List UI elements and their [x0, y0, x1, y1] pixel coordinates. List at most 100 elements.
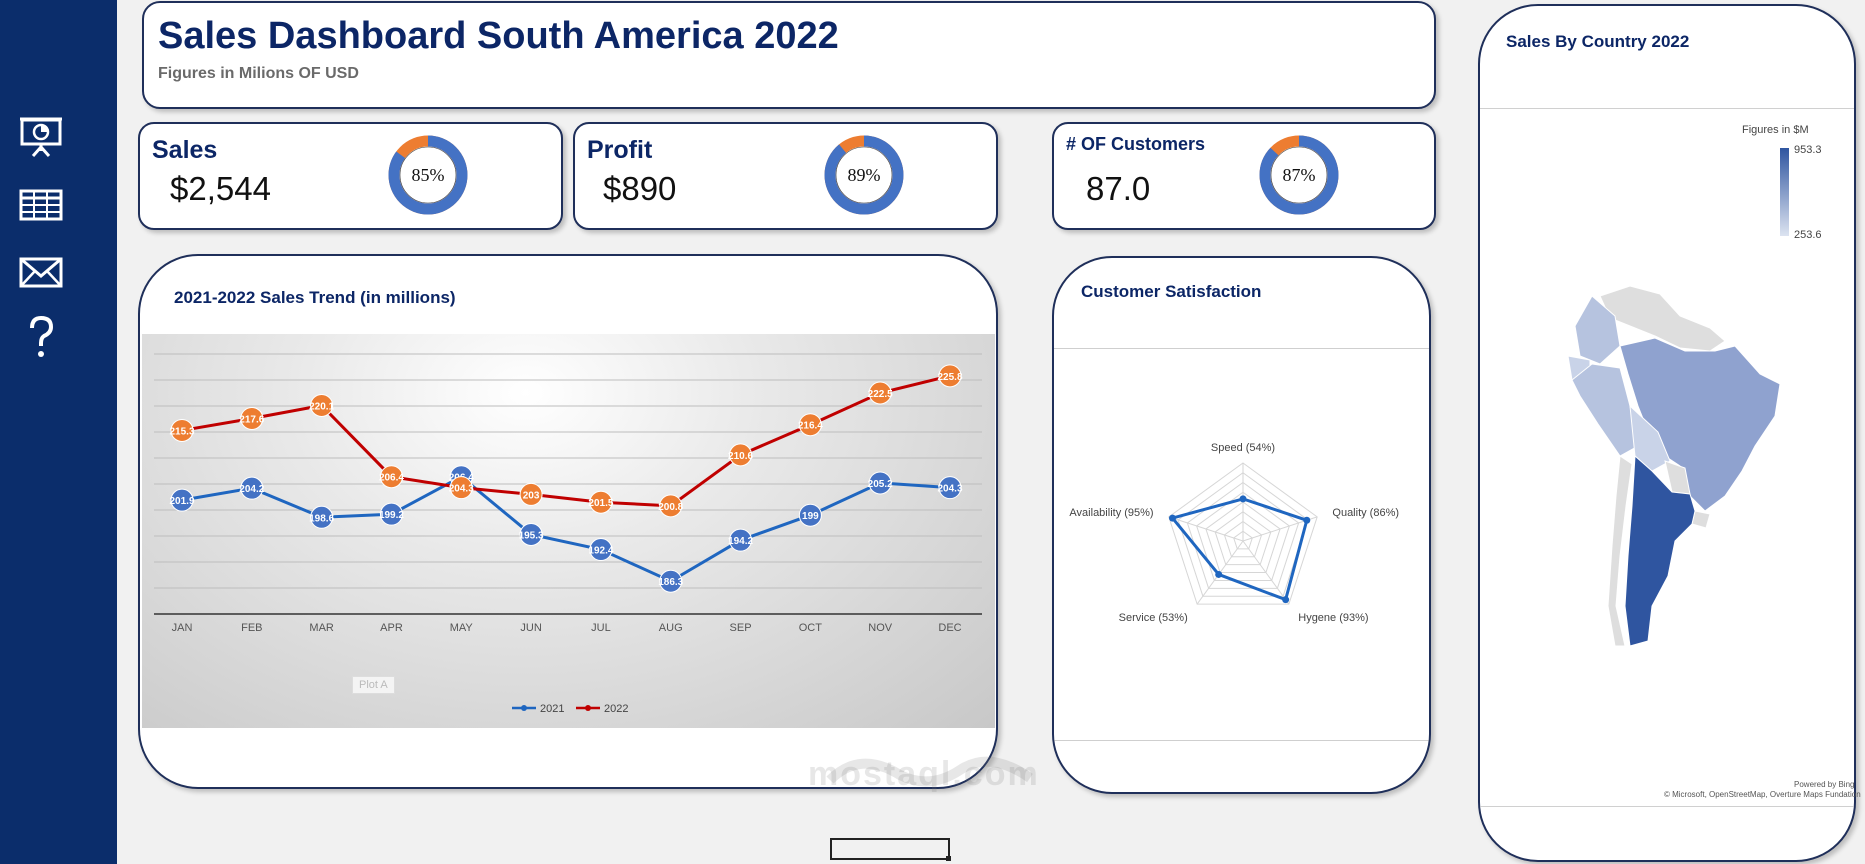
radar-spoke: [1242, 540, 1290, 605]
kpi-donut: 87%: [1259, 135, 1339, 215]
radar-point[interactable]: [1282, 596, 1290, 604]
map-region-peru[interactable]: [1571, 363, 1639, 457]
data-point-2022[interactable]: [310, 393, 334, 417]
selected-cell[interactable]: [830, 838, 950, 860]
radar-axis-label: Hygene (93%): [1298, 612, 1368, 624]
satisfaction-title: Customer Satisfaction: [1081, 282, 1262, 301]
radar-grid: [1223, 520, 1263, 558]
data-label-2021: 186.3: [658, 577, 683, 588]
data-point-2022[interactable]: [240, 406, 264, 430]
data-point-2022[interactable]: [170, 418, 194, 442]
map-region-argentina[interactable]: [1624, 454, 1696, 647]
map-region-venezuela-guianas[interactable]: [1599, 285, 1726, 352]
radar-grid: [1205, 501, 1281, 574]
kpi-card-customers: # OF Customers 87.0 87%: [1052, 122, 1436, 230]
data-label-2021: 204.2: [239, 484, 264, 495]
map-region-chile[interactable]: [1607, 455, 1633, 647]
data-point-2022[interactable]: [449, 476, 473, 500]
help-icon[interactable]: [18, 314, 64, 360]
radar-chart[interactable]: Speed (54%) Quality (86%) Hygene (93%) Serv…: [1054, 358, 1431, 738]
kpi-value: $890: [603, 170, 677, 207]
data-label-2021: 198.6: [309, 513, 334, 524]
radar-grid: [1214, 511, 1272, 566]
series-line-2021: [181, 474, 951, 583]
mail-icon[interactable]: [18, 249, 64, 295]
radar-point[interactable]: [1239, 495, 1247, 503]
data-point-2021[interactable]: [170, 488, 194, 512]
data-label-2022: 216.4: [798, 421, 823, 432]
table-icon[interactable]: [18, 182, 64, 228]
kpi-label: Sales: [152, 136, 218, 164]
kpi-percent: 89%: [848, 165, 881, 185]
kpi-label: Profit: [587, 136, 653, 164]
data-label-2022: 200.8: [658, 502, 683, 513]
data-point-2021[interactable]: [798, 503, 822, 527]
divider: [1480, 806, 1854, 807]
radar-series: [1169, 497, 1309, 602]
trend-title: 2021-2022 Sales Trend (in millions): [174, 288, 456, 307]
fill-handle[interactable]: [946, 856, 951, 861]
data-label-2021: 194.2: [728, 536, 753, 547]
map-attribution-powered: Powered by Bing: [1794, 780, 1855, 789]
kpi-donut: 85%: [388, 135, 468, 215]
kpi-donut: 89%: [824, 135, 904, 215]
data-point-2021[interactable]: [240, 476, 264, 500]
data-point-2022[interactable]: [938, 364, 962, 388]
trend-plot-area[interactable]: JAN FEB MAR APR MAY JUN JUL AUG SEP OCT NOV DEC 201.…: [142, 334, 995, 728]
x-tick-label: JUL: [591, 622, 611, 634]
data-point-2021[interactable]: [938, 476, 962, 500]
data-point-2022[interactable]: [868, 381, 892, 405]
legend-marker: [585, 705, 591, 711]
radar-point[interactable]: [1169, 514, 1177, 522]
x-tick-label: NOV: [868, 622, 893, 634]
data-label-2021: 199: [802, 511, 819, 522]
map-card: Sales By Country 2022: [1478, 4, 1856, 862]
data-point-2022[interactable]: [589, 490, 613, 514]
kpi-value: 87.0: [1086, 170, 1151, 207]
data-point-2022[interactable]: [379, 465, 403, 489]
data-point-2021[interactable]: [729, 528, 753, 552]
x-tick-label: APR: [380, 622, 403, 634]
data-label-2021: 199.2: [379, 510, 404, 521]
map-region-bolivia[interactable]: [1629, 404, 1671, 472]
watermark-text: mostaql.com: [808, 755, 1040, 793]
data-label-2022: 206.4: [379, 473, 404, 484]
radar-axis-label: Quality (86%): [1332, 507, 1399, 519]
kpi-percent: 85%: [412, 165, 445, 185]
kpi-value: $2,544: [170, 170, 271, 207]
radar-grid: [1233, 530, 1253, 550]
data-point-2022[interactable]: [729, 443, 753, 467]
data-point-2021[interactable]: [519, 522, 543, 546]
data-point-2021[interactable]: [310, 505, 334, 529]
south-america-map[interactable]: [1480, 256, 1856, 656]
series-line-2022: [181, 374, 951, 508]
data-label-2021: 192.4: [588, 546, 613, 557]
radar-axis-label: Speed (54%): [1211, 442, 1275, 454]
data-label-2022: 220.1: [309, 401, 334, 412]
presentation-icon[interactable]: [18, 113, 64, 159]
radar-point[interactable]: [1215, 570, 1223, 578]
sidebar: [0, 0, 117, 864]
divider: [1054, 740, 1429, 741]
data-point-2021[interactable]: [589, 538, 613, 562]
trend-chart: JAN FEB MAR APR MAY JUN JUL AUG SEP OCT NOV DEC 201.…: [154, 353, 982, 715]
radar-axis-label: Service (53%): [1119, 612, 1188, 624]
radar-grid: [1177, 472, 1309, 597]
data-point-2022[interactable]: [519, 482, 543, 506]
legend-marker: [521, 705, 527, 711]
map-region-colombia[interactable]: [1574, 295, 1621, 365]
plot-area-tooltip: Plot A: [352, 676, 395, 694]
radar-grid: [1186, 481, 1300, 589]
kpi-card-sales: Sales $2,544 85%: [138, 122, 563, 230]
map-legend-min: 253.6: [1794, 229, 1822, 241]
x-tick-label: MAR: [309, 622, 334, 634]
data-point-2021[interactable]: [868, 471, 892, 495]
data-label-2022: 204.3: [449, 484, 474, 495]
data-point-2022[interactable]: [798, 413, 822, 437]
radar-point[interactable]: [1303, 516, 1311, 524]
data-point-2022[interactable]: [659, 494, 683, 518]
data-point-2021[interactable]: [659, 569, 683, 593]
x-tick-label: AUG: [659, 622, 683, 634]
data-label-2022: 217.6: [239, 414, 264, 425]
data-point-2021[interactable]: [379, 502, 403, 526]
